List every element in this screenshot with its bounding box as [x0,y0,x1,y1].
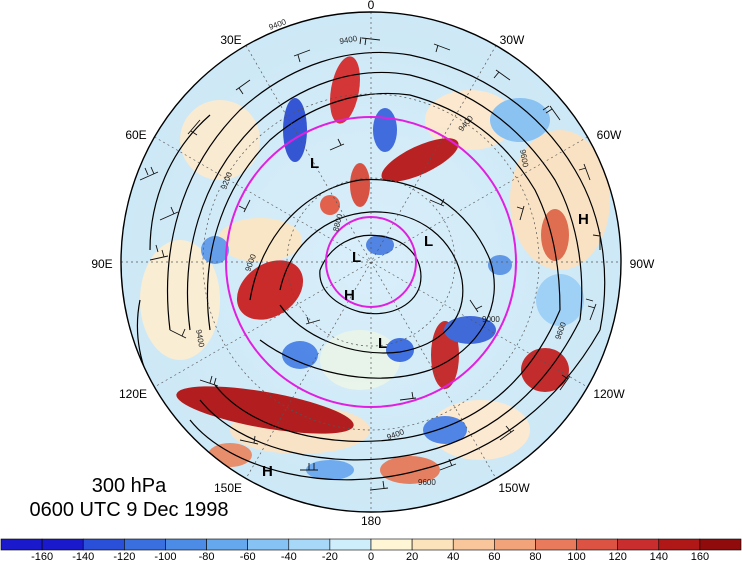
colorbar: -160 -140 -120 -100 -80 -60 -40 -20 0 20 40 60 80 100… [0,538,742,561]
colorbar-box [658,538,701,551]
colorbar-box [617,538,660,551]
colorbar-box [206,538,248,551]
colorbar-tick-label: -20 [322,551,338,561]
colorbar-tick-label: -40 [281,551,297,561]
low-center: L [310,155,319,172]
colorbar-box [494,538,536,551]
colorbar-tick-label: 120 [608,551,626,561]
colorbar-box [82,538,125,551]
colorbar-tick-label: 60 [488,551,500,561]
colorbar-box [452,538,495,551]
lon-label-90e: 90E [91,257,112,271]
colorbar-tick-label: 80 [529,551,541,561]
contour-label: 9400 [194,329,206,349]
colorbar-tick-label: -80 [199,551,215,561]
low-center: L [378,335,387,352]
colorbar-tick-label: -60 [240,551,256,561]
colorbar-box [535,538,577,551]
pressure-centers: L L L L H H H [262,155,589,480]
colorbar-tick-label: 140 [650,551,668,561]
lon-label-150w: 150W [498,481,530,495]
longitude-labels: 0 30W 60W 90W 120W 150W 180 150E 120E 90… [91,0,655,528]
valid-time: 0600 UTC 9 Dec 1998 [29,499,229,521]
contour-label: 9600 [518,149,530,169]
colorbar-box [699,538,742,551]
reference-circles [225,116,517,408]
lon-label-120e: 120E [119,387,147,401]
low-center: L [352,249,361,266]
lon-label-0: 0 [368,0,375,12]
colorbar-box [124,538,166,551]
lon-label-120w: 120W [593,387,625,401]
high-center: H [344,287,355,304]
pressure-level: 300 hPa [91,475,167,497]
colorbar-tick-label: 40 [447,551,459,561]
high-center: H [578,211,589,228]
colorbar-box [370,538,413,551]
colorbar-box [41,538,84,551]
lon-label-90w: 90W [630,257,655,271]
map-border [120,11,622,513]
lon-label-180: 180 [361,514,381,528]
lon-label-60e: 60E [125,128,146,142]
colorbar-tick-label: -140 [72,551,94,561]
inner-reference-circle [325,216,417,308]
colorbar-tick-label: 100 [567,551,585,561]
height-contours [136,51,606,481]
lon-label-60w: 60W [597,128,622,142]
low-center: L [424,233,433,250]
contour-label: 9400 [339,34,359,46]
colorbar-tick-label: 160 [691,551,709,561]
colorbar-box [165,538,207,551]
contour-label: 9000 [482,315,500,324]
outer-reference-circle [225,116,517,408]
lon-label-150e: 150E [214,481,242,495]
map-disk [121,12,621,512]
colorbar-box [576,538,618,551]
colorbar-tick-label: 20 [406,551,418,561]
lon-label-30e: 30E [220,33,241,47]
colorbar-tick-label: 0 [368,551,374,561]
colorbar-labels: -160 -140 -120 -100 -80 -60 -40 -20 0 20 40 60 80 100… [31,551,709,561]
colorbar-box [411,538,454,551]
high-center: H [262,463,273,480]
colorbar-box [288,538,331,551]
map-caption: 300 hPa 0600 UTC 9 Dec 1998 [14,474,244,522]
contour-label: 9600 [418,478,436,487]
polar-stereographic-map: 9400 9400 9400 9400 9600 9600 9000 9000 … [91,0,655,528]
colorbar-tick-label: -160 [31,551,53,561]
colorbar-box [0,538,43,551]
colorbar-box [329,538,372,551]
colorbar-boxes [0,538,742,551]
lon-label-30w: 30W [500,33,525,47]
graticule [121,12,621,512]
colorbar-tick-label: -100 [154,551,176,561]
wind-barbs [139,36,601,491]
colorbar-box [247,538,290,551]
colorbar-tick-label: -120 [113,551,135,561]
